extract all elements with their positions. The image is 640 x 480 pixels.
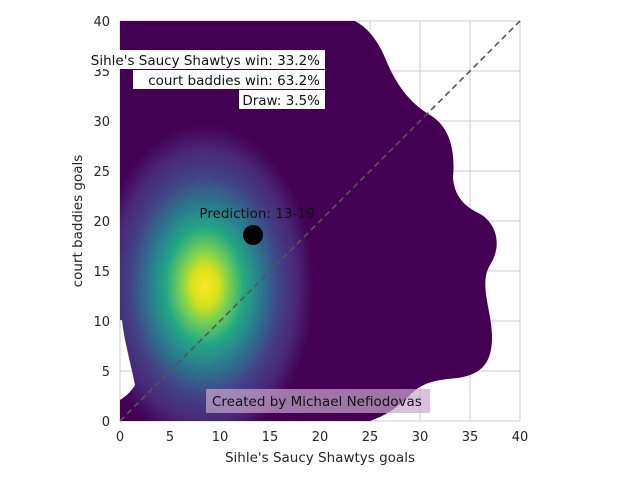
watermark: Created by Michael Nefiodovas (206, 389, 430, 413)
y-tick-label: 15 (93, 265, 110, 280)
y-tick-label: 40 (93, 15, 110, 30)
watermark-box (206, 389, 430, 413)
outcome-item: Draw: 3.5% (239, 90, 325, 109)
x-tick-label: 20 (312, 430, 329, 445)
prediction-label: Prediction: 13-19 (199, 206, 314, 222)
y-tick-label: 5 (102, 365, 110, 380)
x-tick-label: 35 (462, 430, 479, 445)
outcome-box (133, 70, 325, 89)
outcome-label: Draw: 3.5% (242, 93, 320, 109)
y-tick-label: 30 (93, 115, 110, 130)
outcome-item: court baddies win: 63.2% (133, 70, 325, 89)
outcome-box (239, 90, 325, 109)
x-tick-label: 25 (362, 430, 379, 445)
y-tick-label: 0 (102, 415, 110, 430)
x-axis-label: Sihle's Saucy Shawtys goals (225, 450, 415, 466)
prediction-marker (243, 225, 263, 245)
outcome-box (72, 50, 325, 69)
outcome-legend: Sihle's Saucy Shawtys win: 33.2% court ba… (72, 50, 325, 109)
x-tick-label: 15 (262, 430, 279, 445)
watermark-text: Created by Michael Nefiodovas (212, 394, 422, 410)
y-axis-label: court baddies goals (70, 155, 86, 288)
y-tick-label: 10 (93, 315, 110, 330)
x-tick-label: 0 (116, 430, 124, 445)
outcome-item: Sihle's Saucy Shawtys win: 33.2% (72, 50, 325, 69)
x-tick-label: 40 (512, 430, 529, 445)
x-tick-label: 30 (412, 430, 429, 445)
outcome-label: Sihle's Saucy Shawtys win: 33.2% (91, 53, 320, 69)
y-tick-label: 25 (93, 165, 110, 180)
outcome-label: court baddies win: 63.2% (148, 73, 320, 89)
diagonal-line (119, 20, 521, 422)
x-tick-label: 5 (166, 430, 174, 445)
x-tick-label: 10 (212, 430, 229, 445)
y-tick-label: 20 (93, 215, 110, 230)
